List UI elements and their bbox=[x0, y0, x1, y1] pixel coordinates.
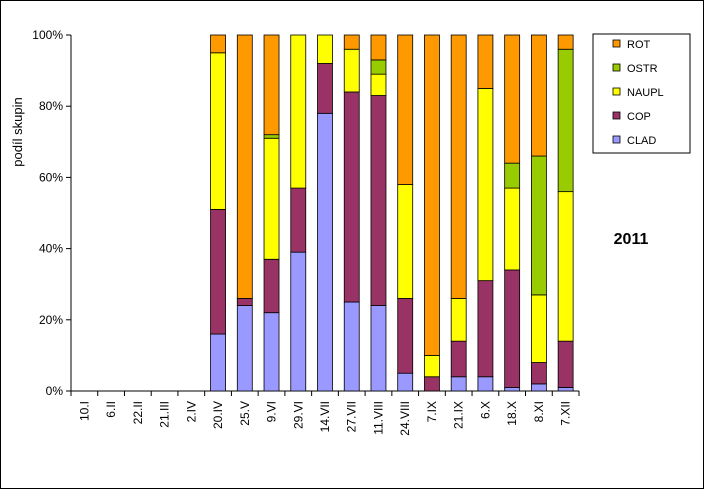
bar-segment-naupl-13 bbox=[424, 354, 440, 378]
bar-segment-naupl-16 bbox=[504, 187, 521, 271]
bar-segment-clad-9 bbox=[317, 112, 333, 392]
bar-segment-cop-8 bbox=[290, 187, 307, 253]
legend-label-clad: CLAD bbox=[627, 135, 656, 147]
bar-segment-cop-15 bbox=[477, 280, 494, 378]
x-tick-label: 21.IX bbox=[452, 401, 466, 429]
bar-segment-naupl-8 bbox=[290, 34, 307, 189]
x-tick-label: 27.VII bbox=[345, 401, 359, 432]
legend-swatch-clad bbox=[612, 135, 621, 144]
legend-swatch-rot bbox=[612, 39, 621, 48]
x-tick-label: 24.VIII bbox=[398, 401, 412, 436]
bar-segment-clad-12 bbox=[397, 372, 414, 392]
y-tick-label: 80% bbox=[39, 99, 63, 113]
x-tick-label: 6.X bbox=[478, 401, 492, 419]
bar-segment-clad-11 bbox=[370, 305, 387, 392]
legend-swatch-ostr bbox=[612, 63, 621, 72]
bar-segment-ostr-11 bbox=[370, 59, 387, 75]
legend-swatch-naupl bbox=[612, 87, 621, 96]
bar-segment-rot-10 bbox=[343, 34, 360, 50]
bar-segment-naupl-11 bbox=[370, 73, 387, 96]
legend-box bbox=[592, 33, 691, 154]
bar-segment-cop-13 bbox=[424, 376, 440, 392]
bar-segment-clad-18 bbox=[557, 387, 574, 392]
bar-segment-naupl-9 bbox=[317, 34, 333, 64]
bar-segment-ostr-7 bbox=[263, 134, 280, 139]
bar-segment-naupl-12 bbox=[397, 184, 414, 299]
x-tick-label: 11.VIII bbox=[371, 401, 385, 435]
x-tick-label: 14.VII bbox=[318, 401, 332, 432]
bar-segment-cop-10 bbox=[343, 91, 360, 303]
x-tick-label: 18.X bbox=[505, 401, 519, 426]
y-tick-label: 60% bbox=[39, 170, 63, 184]
bar-segment-naupl-10 bbox=[343, 48, 360, 93]
bar-segment-cop-5 bbox=[210, 209, 226, 335]
bar-segment-rot-12 bbox=[397, 34, 414, 185]
bar-segment-ostr-18 bbox=[557, 48, 574, 193]
x-tick-label: 2.IV bbox=[184, 401, 198, 422]
bar-segment-cop-9 bbox=[317, 63, 333, 114]
bar-segment-rot-5 bbox=[210, 34, 226, 54]
year-annotation: 2011 bbox=[614, 231, 649, 248]
bar-segment-ostr-17 bbox=[530, 155, 547, 296]
bar-segment-rot-6 bbox=[236, 34, 253, 299]
x-tick-label: 9.VI bbox=[265, 401, 279, 422]
bar-segment-naupl-15 bbox=[477, 88, 494, 282]
bar-segment-naupl-7 bbox=[263, 137, 280, 260]
bar-segment-clad-7 bbox=[263, 312, 280, 392]
y-tick-label: 20% bbox=[39, 313, 63, 327]
x-tick-label: 20.IV bbox=[211, 401, 225, 429]
x-tick-label: 21.III bbox=[158, 401, 172, 428]
bar-segment-naupl-14 bbox=[450, 298, 467, 342]
legend-label-naupl: NAUPL bbox=[627, 87, 664, 99]
bar-segment-rot-7 bbox=[263, 34, 280, 136]
x-tick-label: 7.XII bbox=[559, 401, 573, 426]
x-tick-label: 22.II bbox=[131, 401, 145, 424]
bar-segment-cop-11 bbox=[370, 95, 387, 306]
y-tick-label: 40% bbox=[39, 242, 63, 256]
bar-segment-clad-15 bbox=[477, 376, 494, 392]
bar-segment-cop-14 bbox=[450, 340, 467, 378]
bar-segment-rot-16 bbox=[504, 34, 521, 164]
bar-segment-clad-8 bbox=[290, 251, 307, 392]
bar-segment-cop-17 bbox=[530, 362, 547, 385]
legend-label-cop: COP bbox=[627, 111, 651, 123]
bar-segment-naupl-17 bbox=[530, 294, 547, 363]
bar-segment-naupl-5 bbox=[210, 52, 226, 210]
bar-segment-clad-5 bbox=[210, 333, 226, 392]
bar-segment-clad-14 bbox=[450, 376, 467, 392]
y-tick-label: 100% bbox=[32, 28, 63, 42]
x-tick-label: 25.V bbox=[238, 401, 252, 426]
y-tick-label: 0% bbox=[46, 384, 64, 398]
bar-segment-rot-18 bbox=[557, 34, 574, 50]
legend-swatch-cop bbox=[612, 111, 621, 120]
bar-segment-cop-16 bbox=[504, 269, 521, 388]
bar-segment-ostr-16 bbox=[504, 162, 521, 189]
x-tick-label: 29.VI bbox=[291, 401, 305, 429]
y-axis-label: podíl skupin bbox=[10, 97, 25, 166]
bar-segment-rot-11 bbox=[370, 34, 387, 61]
x-tick-label: 8.XI bbox=[532, 401, 546, 422]
bar-segment-naupl-18 bbox=[557, 191, 574, 342]
bar-segment-cop-6 bbox=[236, 298, 253, 306]
bar-segment-clad-6 bbox=[236, 305, 253, 392]
x-tick-label: 6.II bbox=[104, 401, 118, 418]
bar-segment-rot-14 bbox=[450, 34, 467, 299]
legend-label-rot: ROT bbox=[627, 39, 651, 51]
legend-label-ostr: OSTR bbox=[627, 63, 658, 75]
bar-segment-clad-17 bbox=[530, 383, 547, 392]
bar-segment-rot-13 bbox=[424, 34, 440, 356]
bar-segment-cop-7 bbox=[263, 258, 280, 314]
bar-segment-cop-18 bbox=[557, 340, 574, 388]
x-tick-label: 10.I bbox=[77, 401, 91, 421]
bar-segment-rot-17 bbox=[530, 34, 547, 157]
bar-segment-cop-12 bbox=[397, 298, 414, 374]
x-tick-label: 7.IX bbox=[425, 401, 439, 422]
bar-segment-rot-15 bbox=[477, 34, 494, 89]
bar-segment-clad-16 bbox=[504, 387, 521, 392]
bar-segment-clad-10 bbox=[343, 301, 360, 392]
